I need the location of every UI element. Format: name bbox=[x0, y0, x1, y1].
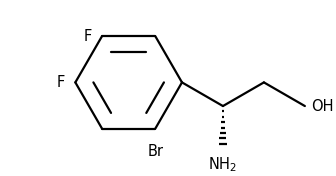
Text: Br: Br bbox=[147, 144, 163, 159]
Text: OH: OH bbox=[311, 99, 333, 114]
Text: F: F bbox=[83, 29, 92, 44]
Text: F: F bbox=[57, 75, 65, 90]
Text: NH$_2$: NH$_2$ bbox=[208, 155, 238, 174]
